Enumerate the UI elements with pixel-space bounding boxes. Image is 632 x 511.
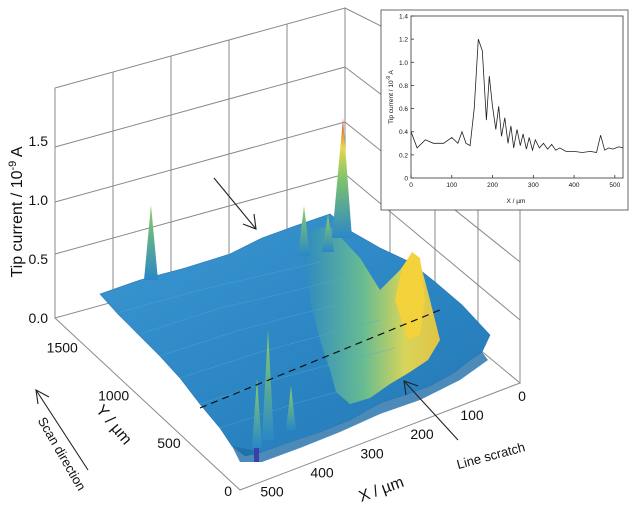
- top-arrow-head: [242, 213, 257, 230]
- x-tick-label: 400: [310, 464, 334, 480]
- surface: [99, 118, 491, 462]
- z-ticks: 0.0 0.5 1.0 1.5: [29, 133, 49, 326]
- y-tick-label: 1000: [98, 387, 129, 403]
- inset-y-axis-title: Tip current / 10-9 A: [386, 69, 395, 123]
- inset-y-ticks: 0 0.2 0.4 0.6 0.8 1.0 1.2 1.4: [399, 14, 414, 183]
- grid-line: [54, 66, 346, 148]
- y-tick-label: 1500: [47, 340, 78, 356]
- scratch-arrow-head: [403, 380, 419, 396]
- x-tick-label: 0: [518, 388, 526, 404]
- inset-x-ticks: 0 100 200 300 400 500: [409, 175, 621, 189]
- inset-x-tick-label: 500: [609, 182, 620, 189]
- z-axis-label-text: Tip current / 10: [9, 170, 26, 277]
- inset-y-tick-label: 0.8: [399, 83, 408, 90]
- x-tick-label: 500: [260, 484, 284, 500]
- inset-x-axis-title: X / µm: [507, 198, 526, 205]
- y-axis-title: Y / µm: [92, 402, 135, 448]
- inset-x-tick-label: 0: [409, 182, 413, 189]
- z-tick-label: 1.0: [29, 192, 49, 208]
- z-tick-label: 0.5: [29, 251, 49, 267]
- inset-y-tick-label: 1.2: [399, 37, 408, 44]
- floor-edge-left: [54, 317, 241, 491]
- y-ticks: 0 500 1000 1500: [47, 340, 233, 499]
- grid-line: [54, 173, 346, 255]
- z-tick-label: 0.0: [29, 310, 49, 326]
- spike-tall: [332, 118, 352, 238]
- z-axis-label-unit: A: [9, 146, 26, 161]
- inset-y-label-exp: -9: [386, 76, 392, 81]
- inset-x-tick-label: 300: [528, 182, 539, 189]
- inset-x-tick-label: 200: [487, 182, 498, 189]
- y-tick-label: 500: [157, 435, 181, 451]
- z-axis-title: Tip current / 10-9 A: [7, 146, 26, 277]
- inset-series-line: [410, 38, 624, 153]
- inset-y-tick-label: 0.6: [399, 106, 408, 113]
- spike-front-base: [254, 448, 259, 462]
- scratch-arrow: [403, 380, 459, 441]
- spike-front-1: [262, 330, 274, 440]
- inset-y-tick-label: 0.4: [399, 129, 408, 136]
- spike-front-2: [252, 378, 262, 448]
- inset-y-label-text: Tip current / 10: [388, 80, 395, 124]
- x-tick-label: 300: [360, 445, 384, 461]
- inset-y-label-unit: A: [388, 69, 395, 75]
- line-scratch-label: Line scratch: [455, 439, 527, 472]
- x-tick-label: 200: [410, 426, 434, 442]
- inset-chart: 00.20.40.60.81.01.21.4 0 100 200 300 400 500 …: [380, 9, 629, 211]
- spike-front-3: [286, 386, 296, 430]
- top-arrow: [213, 177, 257, 230]
- x-tick-label: 100: [460, 407, 484, 423]
- spike-mid-2: [322, 214, 334, 252]
- surface-texture: [119, 261, 396, 429]
- inset-axes-frame: [410, 15, 624, 179]
- x-ticks: 0 100 200 300 400 500: [260, 388, 526, 500]
- scan-direction-arrow-head: [35, 388, 50, 405]
- inset-background: [380, 9, 629, 211]
- z-tick-label: 1.5: [29, 133, 49, 149]
- spike-mid: [298, 206, 310, 256]
- z-axis-label-exp: -9: [7, 161, 19, 171]
- surface-ridge-peak: [395, 252, 425, 340]
- line-scratch-dash: [199, 309, 441, 409]
- inset-x-tick-label: 100: [446, 182, 457, 189]
- spike-left: [144, 205, 158, 280]
- x-axis-title: X / µm: [357, 474, 407, 506]
- inset-x-tick-label: 400: [569, 182, 580, 189]
- inset-y-tick-label: 1.0: [399, 60, 408, 67]
- svg-text:Tip current / 10-9 A: Tip current / 10-9 A: [386, 69, 395, 123]
- grid-line: [344, 173, 521, 321]
- scan-direction-label: Scan direction: [35, 414, 89, 493]
- svg-text:Tip current / 10-9 A: Tip current / 10-9 A: [7, 146, 26, 277]
- inset-y-tick-label: 0: [404, 176, 408, 183]
- inset-y-tick-label: 1.4: [399, 14, 408, 21]
- inset-y-tick-label: 0.2: [399, 152, 408, 159]
- scan-direction-arrow: [35, 389, 89, 471]
- y-tick-label: 0: [224, 483, 232, 499]
- floor-edge-front: [239, 382, 521, 491]
- grid-line: [54, 121, 346, 203]
- arrows: [35, 177, 459, 471]
